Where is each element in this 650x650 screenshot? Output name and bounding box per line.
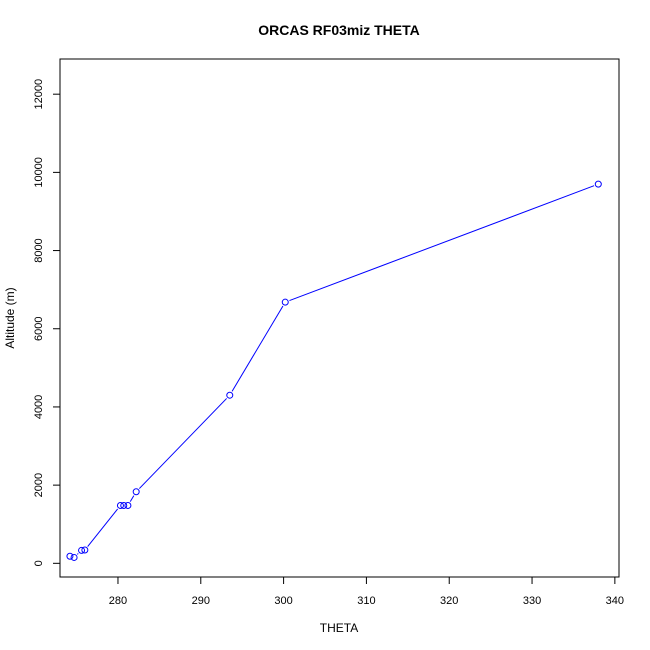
series-segment <box>289 185 595 302</box>
data-point <box>66 552 74 560</box>
x-tick-label: 330 <box>523 595 541 607</box>
y-tick-label: 12000 <box>33 79 45 110</box>
data-point <box>124 501 132 509</box>
data-point <box>116 501 124 509</box>
x-tick-label: 320 <box>440 595 458 607</box>
y-tick-label: 8000 <box>33 238 45 262</box>
series-segment <box>231 305 284 392</box>
y-tick-label: 6000 <box>33 317 45 341</box>
data-point <box>281 298 289 306</box>
chart-title: ORCAS RF03miz THETA <box>258 22 420 38</box>
data-point <box>226 391 234 399</box>
y-tick-label: 10000 <box>33 157 45 188</box>
x-tick-label: 340 <box>606 595 624 607</box>
data-point <box>120 501 128 509</box>
series-segment <box>129 495 135 502</box>
y-tick-label: 0 <box>33 560 45 566</box>
data-point <box>81 546 89 554</box>
series-layer <box>66 180 602 561</box>
y-tick-label: 4000 <box>33 395 45 419</box>
data-point <box>78 546 86 554</box>
x-tick-label: 300 <box>274 595 292 607</box>
y-axis: 0 2000 4000 6000 8000 10000 12000 <box>33 79 61 566</box>
series-segment <box>77 553 79 555</box>
series-segment <box>138 398 227 489</box>
x-axis: 280 290 300 310 320 330 340 <box>109 576 624 607</box>
data-point <box>132 488 140 496</box>
x-axis-label: THETA <box>320 621 358 635</box>
x-tick-label: 310 <box>357 595 375 607</box>
plot-frame <box>59 58 620 578</box>
y-tick-label: 2000 <box>33 473 45 497</box>
data-point <box>70 553 78 561</box>
series-segment <box>87 508 119 547</box>
x-tick-label: 290 <box>192 595 210 607</box>
data-point <box>594 180 602 188</box>
y-axis-label: Altitude (m) <box>3 287 17 348</box>
x-tick-label: 280 <box>109 595 127 607</box>
